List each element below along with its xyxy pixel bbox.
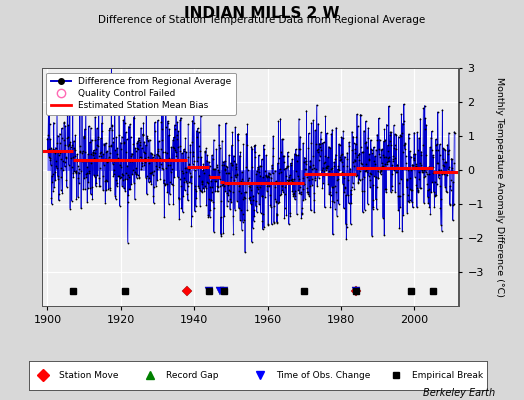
Text: Station Move: Station Move	[59, 370, 118, 380]
Text: Berkeley Earth: Berkeley Earth	[423, 388, 495, 398]
Text: Time of Obs. Change: Time of Obs. Change	[277, 370, 371, 380]
Text: Difference of Station Temperature Data from Regional Average: Difference of Station Temperature Data f…	[99, 15, 425, 25]
Text: Empirical Break: Empirical Break	[412, 370, 483, 380]
Y-axis label: Monthly Temperature Anomaly Difference (°C): Monthly Temperature Anomaly Difference (…	[495, 77, 504, 297]
Legend: Difference from Regional Average, Quality Control Failed, Estimated Station Mean: Difference from Regional Average, Qualit…	[47, 72, 236, 115]
Text: Record Gap: Record Gap	[167, 370, 219, 380]
Text: INDIAN MILLS 2 W: INDIAN MILLS 2 W	[184, 6, 340, 21]
